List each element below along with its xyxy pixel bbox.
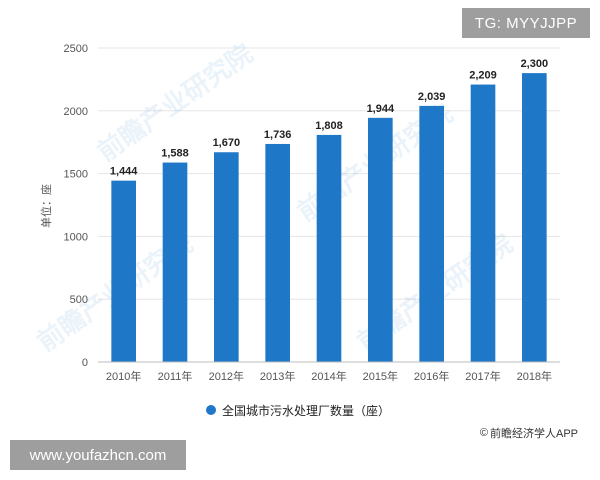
x-tick-label: 2010年: [106, 369, 141, 383]
y-tick-label: 2000: [64, 106, 88, 118]
data-label: 1,670: [213, 137, 241, 149]
y-axis-ticks: 0 500 1000 1500 2000 2500: [64, 43, 88, 369]
y-tick-label: 0: [82, 357, 88, 369]
source-text: 前瞻经济学人APP: [489, 428, 578, 440]
y-axis-title: 单位：座: [39, 184, 53, 228]
x-tick-label: 2012年: [209, 369, 244, 383]
data-label: 2,300: [521, 58, 549, 70]
bar: [162, 162, 188, 362]
bar: [265, 143, 290, 362]
bars: [111, 73, 547, 363]
source-credit: © 前瞻经济学人APP: [480, 425, 578, 441]
x-tick-label: 2017年: [465, 369, 500, 383]
copyright-icon: ©: [479, 427, 488, 439]
data-label: 1,736: [264, 129, 292, 141]
data-label: 2,209: [469, 70, 497, 82]
legend: 全国城市污水处理厂数量（座）: [206, 402, 390, 418]
data-label: 2,039: [418, 91, 446, 103]
x-tick-label: 2011年: [158, 369, 193, 383]
bar: [522, 73, 547, 363]
data-label: 1,808: [315, 120, 343, 132]
x-tick-label: 2014年: [311, 369, 346, 383]
legend-swatch: [206, 405, 216, 415]
y-tick-label: 2500: [64, 43, 88, 55]
data-labels: 1,444 1,588 1,670 1,736 1,808 1,944 2,039 2,209…: [110, 58, 548, 178]
x-tick-label: 2018年: [517, 369, 552, 383]
y-tick-label: 1000: [64, 231, 88, 243]
x-tick-label: 2016年: [414, 369, 449, 383]
bar: [368, 117, 393, 362]
url-badge: www.youfazhcn.com: [10, 440, 186, 470]
legend-label: 全国城市污水处理厂数量（座）: [222, 403, 391, 418]
x-tick-label: 2013年: [260, 369, 295, 383]
data-label: 1,944: [367, 103, 395, 115]
data-label: 1,588: [161, 148, 189, 160]
data-label: 1,444: [110, 166, 138, 178]
bar: [111, 180, 136, 362]
x-axis-ticks: 2010年 2011年 2012年 2013年 2014年 2015年 2016年 2017年…: [106, 369, 552, 383]
y-tick-label: 500: [70, 294, 88, 306]
y-tick-label: 1500: [64, 169, 88, 181]
x-tick-label: 2015年: [363, 369, 398, 383]
bar: [316, 134, 342, 362]
bar: [214, 152, 239, 362]
tg-badge: TG: MYYJJPP: [462, 8, 590, 38]
bar: [419, 105, 444, 362]
bar: [470, 84, 496, 363]
